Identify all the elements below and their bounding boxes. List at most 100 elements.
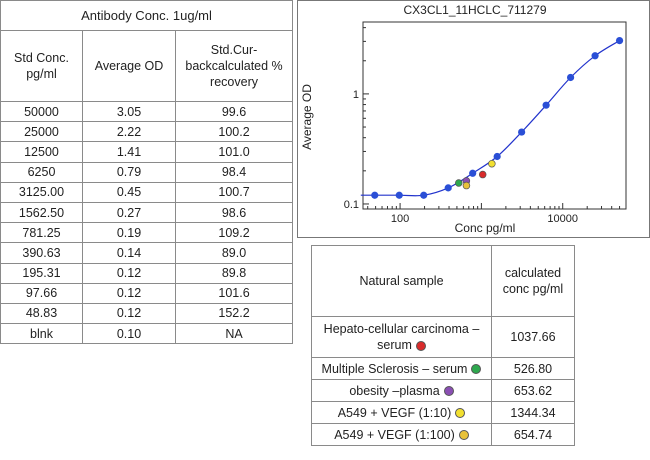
- table-row: obesity –plasma 653.62: [311, 379, 575, 402]
- recovery-cell: 98.4: [174, 161, 294, 183]
- x-tick-label: 10000: [547, 213, 578, 225]
- table-row: 1562.50 0.27 98.6: [0, 201, 294, 224]
- std-conc-cell: 48.83: [0, 302, 83, 325]
- average-od-cell: 0.10: [82, 323, 176, 345]
- average-od-cell: 0.12: [82, 282, 176, 304]
- header-calculated-conc: calculated conc pg/ml: [491, 245, 575, 317]
- average-od-cell: 0.19: [82, 222, 176, 244]
- standard-curve-chart: CX3CL1_11HCLC_711279 Conc pg/ml Average …: [297, 0, 650, 238]
- average-od-cell: 0.45: [82, 181, 176, 203]
- sample-name-cell: obesity –plasma: [311, 379, 492, 402]
- average-od-cell: 0.27: [82, 201, 176, 224]
- recovery-cell: 99.6: [174, 100, 294, 123]
- std-conc-cell: 781.25: [0, 222, 83, 244]
- std-conc-cell: 6250: [0, 161, 83, 183]
- sample-color-dot-icon: [455, 408, 466, 419]
- chart-title: CX3CL1_11HCLC_711279: [404, 3, 547, 17]
- standard-point: [420, 191, 428, 199]
- table-row: Hepato-cellular carcinoma – serum 1037.66: [311, 316, 575, 358]
- table-row: 390.63 0.14 89.0: [0, 242, 294, 264]
- standard-point: [493, 152, 501, 161]
- std-conc-cell: 195.31: [0, 262, 83, 284]
- sample-point: [462, 181, 471, 190]
- sample-name: Hepato-cellular carcinoma – serum: [323, 322, 480, 352]
- standard-point: [518, 128, 526, 136]
- std-conc-cell: 97.66: [0, 282, 83, 304]
- average-od-cell: 0.79: [82, 161, 176, 183]
- standard-point: [469, 169, 477, 177]
- table-row: 12500 1.41 101.0: [0, 141, 294, 163]
- standard-point: [371, 191, 379, 199]
- average-od-cell: 0.12: [82, 302, 176, 325]
- table-row: 50000 3.05 99.6: [0, 100, 294, 123]
- natural-sample-table: Natural sample calculated conc pg/ml Hep…: [311, 245, 575, 446]
- calculated-conc-cell: 526.80: [491, 357, 575, 380]
- table-row: 48.83 0.12 152.2: [0, 302, 294, 325]
- std-conc-cell: 25000: [0, 121, 83, 143]
- plot-area: [362, 21, 627, 210]
- sample-name-cell: Multiple Sclerosis – serum: [311, 357, 492, 380]
- table-row: 25000 2.22 100.2: [0, 121, 294, 143]
- standard-point: [591, 52, 599, 60]
- table-row: 6250 0.79 98.4: [0, 161, 294, 183]
- y-tick-label: 0.1: [344, 199, 359, 211]
- average-od-cell: 2.22: [82, 121, 176, 143]
- sample-name: Multiple Sclerosis – serum: [321, 361, 468, 376]
- table-row: A549 + VEGF (1:10) 1344.34: [311, 401, 575, 424]
- calculated-conc-cell: 654.74: [491, 423, 575, 446]
- recovery-cell: 100.7: [174, 181, 294, 203]
- recovery-cell: 100.2: [174, 121, 294, 143]
- std-conc-cell: 1562.50: [0, 201, 83, 224]
- std-conc-cell: blnk: [0, 323, 83, 345]
- table-row: Multiple Sclerosis – serum 526.80: [311, 357, 575, 380]
- sample-color-dot-icon: [415, 340, 426, 351]
- header-average-od: Average OD: [82, 30, 176, 102]
- sample-name-cell: Hepato-cellular carcinoma – serum: [311, 316, 492, 358]
- standard-point: [615, 36, 624, 45]
- table-title: Antibody Conc. 1ug/ml: [0, 0, 294, 31]
- standard-point: [542, 101, 550, 109]
- sample-name: A549 + VEGF (1:10): [337, 405, 452, 420]
- sample-name: A549 + VEGF (1:100): [334, 427, 455, 442]
- table-row: 3125.00 0.45 100.7: [0, 181, 294, 203]
- x-axis-label: Conc pg/ml: [455, 221, 516, 235]
- table-row: blnk 0.10 NA: [0, 323, 294, 345]
- recovery-cell: 101.0: [174, 141, 294, 163]
- standard-point: [567, 73, 575, 82]
- average-od-cell: 3.05: [82, 100, 176, 123]
- header-natural-sample: Natural sample: [311, 245, 492, 317]
- std-conc-cell: 12500: [0, 141, 83, 163]
- calculated-conc-cell: 1037.66: [491, 316, 575, 358]
- std-conc-cell: 3125.00: [0, 181, 83, 203]
- recovery-cell: NA: [174, 323, 294, 345]
- sample-color-dot-icon: [443, 386, 454, 397]
- table-row: 97.66 0.12 101.6: [0, 282, 294, 304]
- sample-color-dot-icon: [471, 364, 482, 375]
- sample-color-dot-icon: [458, 430, 469, 441]
- y-tick-label: 1: [353, 89, 359, 101]
- average-od-cell: 0.12: [82, 262, 176, 284]
- recovery-cell: 89.8: [174, 262, 294, 284]
- standard-point: [395, 191, 403, 199]
- recovery-cell: 101.6: [174, 282, 294, 304]
- sample-point: [478, 170, 487, 179]
- recovery-cell: 152.2: [174, 302, 294, 325]
- sample-name-cell: A549 + VEGF (1:10): [311, 401, 492, 424]
- average-od-cell: 1.41: [82, 141, 176, 163]
- table-row: 195.31 0.12 89.8: [0, 262, 294, 284]
- std-conc-cell: 50000: [0, 100, 83, 123]
- sample-point: [488, 159, 496, 168]
- table-row: A549 + VEGF (1:100) 654.74: [311, 423, 575, 446]
- x-tick-label: 100: [391, 213, 409, 225]
- recovery-cell: 89.0: [174, 242, 294, 264]
- table-row: 781.25 0.19 109.2: [0, 222, 294, 244]
- sample-point: [455, 179, 463, 187]
- std-conc-cell: 390.63: [0, 242, 83, 264]
- sample-name: obesity –plasma: [349, 383, 440, 398]
- average-od-cell: 0.14: [82, 242, 176, 264]
- standard-point: [444, 184, 452, 192]
- header-std-conc: Std Conc. pg/ml: [0, 30, 83, 102]
- y-axis-label: Average OD: [300, 84, 314, 150]
- standard-curve-table: Antibody Conc. 1ug/ml Std Conc. pg/ml Av…: [0, 0, 294, 345]
- recovery-cell: 98.6: [174, 201, 294, 224]
